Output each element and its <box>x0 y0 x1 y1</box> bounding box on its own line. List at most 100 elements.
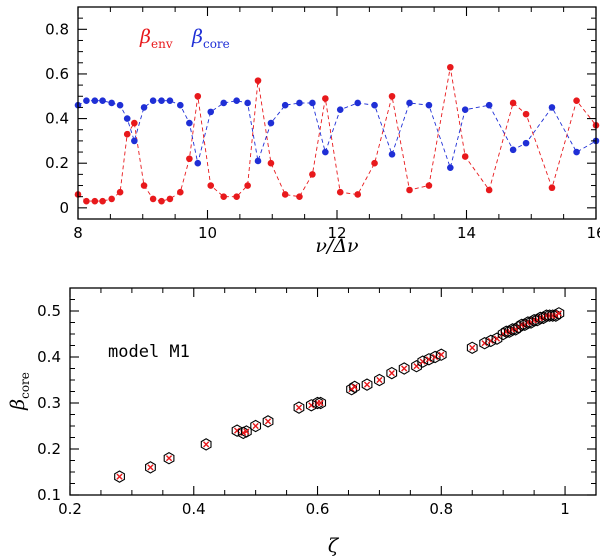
top-point-core <box>522 139 530 147</box>
top-point-env <box>447 63 454 71</box>
top-point-core <box>254 157 262 165</box>
bottom-point-cross <box>469 344 476 351</box>
top-point-env <box>388 92 396 100</box>
top-panel: 81012141600.20.40.60.8 ν/Δν βenv βcore <box>45 6 600 257</box>
top-legend-core-sub: core <box>203 37 230 51</box>
top-ytick-label: 0.8 <box>45 20 69 38</box>
top-point-core <box>99 97 106 105</box>
bottom-point-cross <box>264 418 272 425</box>
bottom-ylabel-sub: core <box>18 372 32 399</box>
top-point-core <box>244 99 251 107</box>
bottom-ytick-label: 0.4 <box>37 348 61 366</box>
top-point-core <box>447 164 454 171</box>
bottom-xtick-label: 1 <box>560 500 570 518</box>
bottom-xtick-label: 0.8 <box>429 500 453 518</box>
top-point-env <box>99 197 106 205</box>
top-xtick-label: 14 <box>457 224 476 242</box>
bottom-point-cross <box>317 399 324 407</box>
top-xlabel: ν/Δν <box>315 235 359 257</box>
bottom-ytick-label: 0.3 <box>37 394 61 412</box>
bottom-tick-layer: 0.2 0.4 0.6 0.8 10.10.20.30.40.5 <box>37 287 596 518</box>
top-point-env <box>309 171 316 178</box>
top-point-env <box>485 186 493 194</box>
top-point-core <box>309 99 316 107</box>
top-series-line-env <box>77 67 597 202</box>
top-point-env <box>91 197 99 205</box>
top-point-core <box>149 97 157 105</box>
top-legend-env-sub: env <box>151 37 173 51</box>
bottom-point-hexagon <box>250 419 262 433</box>
top-legend-core-main: β <box>191 26 203 48</box>
bottom-point-cross <box>388 370 395 377</box>
top-point-core <box>123 115 131 122</box>
bottom-point-hexagon <box>550 309 562 322</box>
bottom-point-cross <box>351 383 358 390</box>
bottom-point-hexagon <box>315 396 327 410</box>
top-point-env <box>296 193 303 200</box>
bottom-ytick-label: 0.5 <box>37 302 61 320</box>
bottom-point-hexagon <box>466 341 478 355</box>
top-point-env <box>194 92 202 100</box>
top-legend-env: βenv <box>139 26 173 51</box>
top-point-core <box>83 97 90 105</box>
bottom-point-hexagon <box>386 366 398 380</box>
bottom-annotation: model M1 <box>108 342 190 362</box>
top-point-env <box>108 195 115 203</box>
top-point-env <box>177 188 184 196</box>
bottom-ylabel-main: β <box>7 399 29 411</box>
bottom-point-hexagon <box>114 470 125 483</box>
top-point-core <box>461 106 469 113</box>
bottom-xlabel: ζ <box>328 535 340 557</box>
bottom-point-cross <box>555 310 562 317</box>
top-point-core <box>296 99 303 107</box>
top-point-env <box>158 197 165 205</box>
top-point-env <box>336 188 344 196</box>
top-point-core <box>186 119 193 127</box>
top-point-core <box>267 119 275 127</box>
top-point-env <box>281 191 289 198</box>
top-point-env <box>322 95 329 102</box>
bottom-point-cross <box>295 404 303 411</box>
top-point-env <box>254 77 262 84</box>
bottom-point-cross <box>438 351 445 358</box>
bottom-point-hexagon <box>312 396 323 410</box>
top-point-env <box>83 197 90 205</box>
bottom-point-hexagon <box>262 415 274 428</box>
top-point-core <box>281 101 289 109</box>
top-ytick-label: 0.2 <box>45 154 69 172</box>
top-xtick-label: 10 <box>198 224 217 242</box>
top-point-core <box>322 148 329 156</box>
top-series-layer <box>74 63 600 205</box>
top-point-core <box>116 101 124 109</box>
top-series-line-core <box>77 100 597 170</box>
bottom-point-hexagon <box>398 362 410 375</box>
bottom-xtick-label: 0.4 <box>182 500 206 518</box>
bottom-panel: 0.2 0.4 0.6 0.8 10.10.20.30.40.5 ζ βcore mod… <box>7 287 597 557</box>
bottom-point-hexagon <box>293 401 305 414</box>
top-xtick-label: 8 <box>73 224 83 242</box>
top-point-core <box>166 97 174 105</box>
bottom-point-hexagon <box>145 461 156 474</box>
bottom-point-cross <box>165 455 173 462</box>
bottom-point-hexagon <box>435 348 447 361</box>
top-legend-core: βcore <box>191 26 230 51</box>
bottom-ytick-label: 0.1 <box>37 486 61 504</box>
top-point-core <box>131 137 138 145</box>
top-ytick-label: 0.6 <box>45 65 69 83</box>
top-point-core <box>220 99 227 107</box>
top-point-env <box>186 155 193 163</box>
top-point-env <box>522 110 530 118</box>
bottom-point-cross <box>116 473 123 480</box>
top-point-env <box>220 193 227 200</box>
top-point-core <box>548 104 556 111</box>
top-point-env <box>166 195 174 203</box>
bottom-xtick-label: 0.6 <box>306 500 330 518</box>
top-tick-layer: 8 10 12 14 16 0 0.2 0.4 0.6 0.8 <box>45 6 600 242</box>
top-point-core <box>573 148 580 156</box>
top-point-env <box>267 159 275 167</box>
top-point-env <box>509 99 517 107</box>
top-point-core <box>485 101 493 109</box>
bottom-ylabel: βcore <box>7 372 32 411</box>
bottom-plot-frame <box>69 287 597 496</box>
top-point-core <box>91 97 99 105</box>
